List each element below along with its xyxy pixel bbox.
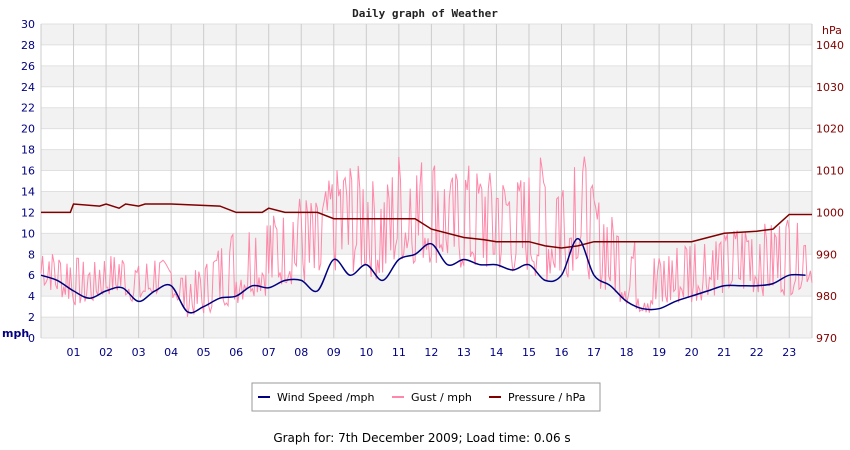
pressure-line [41,203,812,249]
x-tick-label: 20 [685,346,699,359]
x-tick-label: 06 [229,346,243,359]
x-tick-label: 09 [327,346,341,359]
x-tick-label: 04 [164,346,178,359]
left-tick-label: 14 [21,185,35,198]
gust-series [40,156,813,317]
left-tick-label: 26 [21,60,35,73]
plot-band [41,107,812,129]
pressure-series [41,203,812,249]
wind-speed-line [40,237,806,314]
left-tick-label: 18 [21,144,35,157]
right-axis-unit: hPa [822,24,842,37]
x-tick-label: 23 [782,346,796,359]
x-tick-label: 03 [132,346,146,359]
x-tick-label: 10 [359,346,373,359]
left-tick-label: 0 [28,332,35,345]
right-tick-label: 1000 [816,206,844,219]
x-tick-label: 18 [620,346,634,359]
left-tick-label: 22 [21,102,35,115]
right-tick-label: 990 [816,248,837,261]
right-tick-label: 980 [816,290,837,303]
right-tick-label: 1010 [816,165,844,178]
legend-label-wind: Wind Speed /mph [277,391,375,404]
x-tick-label: 21 [717,346,731,359]
left-tick-label: 6 [28,269,35,282]
legend-label-pressure: Pressure / hPa [508,391,586,404]
left-tick-label: 20 [21,123,35,136]
right-tick-label: 1030 [816,81,844,94]
left-tick-label: 4 [28,290,35,303]
left-tick-label: 16 [21,165,35,178]
plot-band [41,65,812,87]
chart-title: Daily graph of Weather [352,7,498,20]
x-tick-label: 05 [197,346,211,359]
x-tick-label: 13 [457,346,471,359]
x-tick-label: 01 [67,346,81,359]
left-tick-label: 30 [21,18,35,31]
plot-band [41,317,812,338]
left-tick-label: 8 [28,248,35,261]
left-tick-label: 24 [21,81,35,94]
right-tick-label: 970 [816,332,837,345]
left-tick-label: 12 [21,206,35,219]
left-tick-label: 28 [21,39,35,52]
x-tick-label: 08 [294,346,308,359]
x-tick-label: 12 [424,346,438,359]
right-axis-ticks: 970 980 990 1000 1010 1020 1030 1040 [816,39,844,345]
x-tick-label: 17 [587,346,601,359]
left-tick-label: 10 [21,227,35,240]
wind-speed-series [40,237,806,314]
x-tick-label: 16 [555,346,569,359]
footer-text: Graph for: 7th December 2009; Load time:… [273,431,570,445]
right-tick-label: 1040 [816,39,844,52]
x-tick-label: 15 [522,346,536,359]
x-tick-label: 22 [750,346,764,359]
gust-line [40,156,813,317]
plot-band [41,24,812,45]
legend-label-gust: Gust / mph [411,391,472,404]
x-tick-label: 02 [99,346,113,359]
plot-band [41,233,812,255]
plot-band [41,149,812,171]
left-tick-label: 2 [28,311,35,324]
plot-band [41,191,812,213]
x-tick-label: 14 [489,346,503,359]
x-tick-label: 11 [392,346,406,359]
legend: Wind Speed /mph Gust / mph Pressure / hP… [251,382,601,412]
x-axis-ticks: 01 02 03 04 05 06 07 08 09 10 11 12 13 14 15 16 17 18 19 20… [67,346,797,359]
x-tick-label: 07 [262,346,276,359]
right-tick-label: 1020 [816,123,844,136]
left-axis-unit: mph [2,327,29,340]
x-tick-label: 19 [652,346,666,359]
